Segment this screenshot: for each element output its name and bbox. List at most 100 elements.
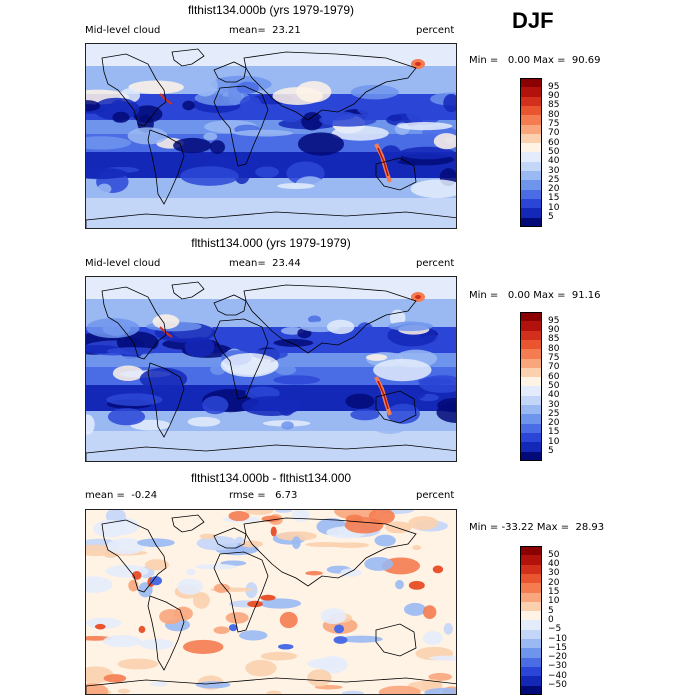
colorbar-swatch xyxy=(520,432,542,443)
colorbar-swatch xyxy=(520,377,542,387)
colorbar-tick-label: 30 xyxy=(548,399,560,410)
panel-3-title: flthist134.000b - flthist134.000 xyxy=(190,471,352,485)
colorbar-swatch xyxy=(520,143,542,153)
panel-2-mean-label: mean= 23.44 xyxy=(229,258,301,269)
colorbar-frame xyxy=(520,312,542,461)
colorbar-swatch xyxy=(520,685,542,696)
colorbar-tick-label: 40 xyxy=(548,390,560,401)
colorbar-tick-label: 50 xyxy=(548,549,560,560)
colorbar-frame xyxy=(520,78,542,227)
colorbar-frame xyxy=(520,546,542,695)
colorbar-tick-label: 5 xyxy=(548,212,554,222)
colorbar-swatch xyxy=(520,96,542,107)
panel-3-minmax: Min = -33.22 Max = 28.93 xyxy=(469,522,605,533)
colorbar-swatch xyxy=(520,330,542,341)
colorbar-swatch xyxy=(520,321,542,332)
colorbar-tick-label: 10 xyxy=(548,202,560,213)
colorbar-swatch xyxy=(520,546,542,556)
colorbar-tick-label: 85 xyxy=(548,100,560,111)
panel-1-units-label: percent xyxy=(416,25,455,36)
colorbar-swatch xyxy=(520,105,542,116)
colorbar-swatch xyxy=(520,386,542,397)
colorbar-tick-label: 30 xyxy=(548,568,560,579)
colorbar-tick-label: 15 xyxy=(548,587,560,597)
colorbar-swatch xyxy=(520,161,542,172)
colorbar-swatch xyxy=(520,395,542,406)
colorbar-tick-label: 85 xyxy=(548,334,560,345)
colorbar-swatch xyxy=(520,152,542,163)
colorbar-tick-label: 20 xyxy=(548,418,560,429)
colorbar-tick-label: 70 xyxy=(548,362,560,373)
season-label: DJF xyxy=(512,8,554,33)
colorbar-tick-label: 95 xyxy=(548,81,560,92)
panel-2-title: flthist134.000 (yrs 1979-1979) xyxy=(191,236,351,250)
panel-3-units-label: percent xyxy=(416,490,455,501)
colorbar-swatch xyxy=(520,367,542,378)
colorbar-tick-label: 80 xyxy=(548,343,560,354)
panel-1-variable-label: Mid-level cloud xyxy=(85,25,161,36)
colorbar-tick-label: −5 xyxy=(548,624,562,635)
colorbar-swatch xyxy=(520,601,542,612)
colorbar-swatch xyxy=(520,198,542,209)
panel-3-map xyxy=(85,509,457,695)
colorbar-tick-label: 15 xyxy=(548,193,560,204)
colorbar-tick-label: −10 xyxy=(548,633,567,644)
colorbar-tick-label: 25 xyxy=(548,174,560,185)
colorbar-swatch xyxy=(520,414,542,425)
colorbar-tick-label: −20 xyxy=(548,652,567,663)
panel-1-title: flthist134.000b (yrs 1979-1979) xyxy=(187,3,355,17)
panel-1-map xyxy=(85,43,457,229)
colorbar-tick-label: 5 xyxy=(548,446,554,456)
colorbar-tick-label: 0 xyxy=(548,614,554,625)
colorbar-swatch xyxy=(520,217,542,228)
colorbar-tick-label: 60 xyxy=(548,371,560,382)
colorbar-tick-label: 20 xyxy=(548,184,560,195)
colorbar-tick-label: 25 xyxy=(548,408,560,419)
colorbar-tick-label: −30 xyxy=(548,661,567,672)
colorbar-swatch xyxy=(520,451,542,462)
panel-3-rmse-label: rmse = 6.73 xyxy=(229,490,298,501)
colorbar-tick-label: −50 xyxy=(548,680,567,690)
colorbar-swatch xyxy=(520,405,542,415)
colorbar-tick-label: 30 xyxy=(548,165,560,176)
colorbar-swatch xyxy=(520,349,542,359)
colorbar-swatch xyxy=(520,620,542,631)
colorbar-swatch xyxy=(520,611,542,621)
colorbar-tick-label: 40 xyxy=(548,559,560,570)
colorbar-tick-label: 90 xyxy=(548,91,560,102)
colorbar-tick-label: 40 xyxy=(548,156,560,167)
colorbar-tick-label: 10 xyxy=(548,596,560,607)
colorbar-swatch xyxy=(520,180,542,191)
colorbar-swatch xyxy=(520,555,542,566)
colorbar-swatch xyxy=(520,592,542,603)
panel-2-map xyxy=(85,276,457,462)
colorbar-swatch xyxy=(520,648,542,659)
colorbar-tick-label: 80 xyxy=(548,109,560,120)
colorbar-swatch xyxy=(520,133,542,144)
colorbar-swatch xyxy=(520,629,542,640)
colorbar-swatch xyxy=(520,358,542,369)
colorbar-tick-label: 15 xyxy=(548,427,560,438)
colorbar-tick-label: 90 xyxy=(548,325,560,336)
colorbar-tick-label: 5 xyxy=(548,605,554,616)
colorbar-swatch xyxy=(520,115,542,125)
colorbar-tick-label: 60 xyxy=(548,137,560,148)
colorbar-tick-label: 50 xyxy=(548,146,560,157)
colorbar-swatch xyxy=(520,657,542,668)
colorbar-swatch xyxy=(520,666,542,677)
colorbar-swatch xyxy=(520,639,542,649)
colorbar-swatch xyxy=(520,573,542,584)
panel-2-variable-label: Mid-level cloud xyxy=(85,258,161,269)
colorbar-tick-label: 95 xyxy=(548,315,560,326)
colorbar-swatch xyxy=(520,124,542,135)
colorbar-tick-label: 75 xyxy=(548,119,560,129)
panel-1-mean-label: mean= 23.21 xyxy=(229,25,301,36)
colorbar-swatch xyxy=(520,78,542,88)
colorbar-swatch xyxy=(520,442,542,452)
colorbar-tick-label: −15 xyxy=(548,642,567,653)
colorbar-swatch xyxy=(520,87,542,98)
colorbar-tick-label: 50 xyxy=(548,380,560,391)
colorbar-swatch xyxy=(520,208,542,218)
panel-1-minmax: Min = 0.00 Max = 90.69 xyxy=(469,55,601,66)
panel-2-units-label: percent xyxy=(416,258,455,269)
